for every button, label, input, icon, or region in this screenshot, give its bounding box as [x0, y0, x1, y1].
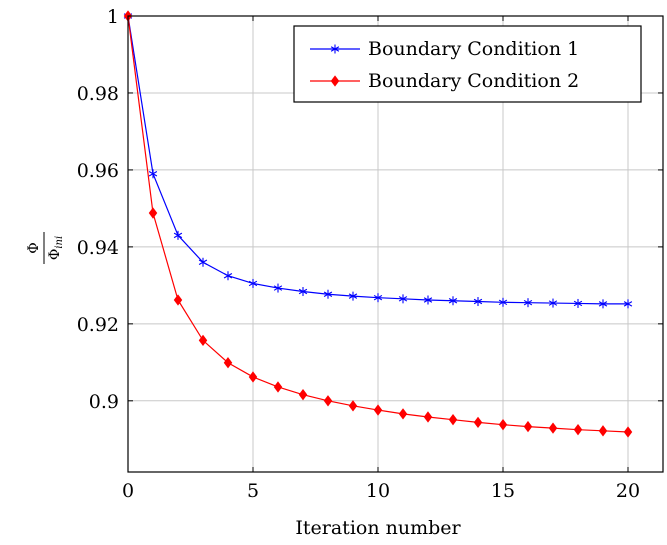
y-tick-label: 0.94 — [77, 237, 119, 259]
plot-frame — [127, 15, 664, 473]
y-label-denominator-sub: ini — [54, 236, 65, 249]
y-tick-label: 0.96 — [77, 160, 119, 182]
legend-marker-2 — [330, 75, 340, 87]
y-tick-label: 0.92 — [77, 314, 119, 336]
data-point — [523, 420, 533, 433]
data-point — [598, 299, 608, 309]
data-point — [423, 411, 433, 423]
legend: Boundary Condition 1 Boundary Condition … — [293, 25, 642, 103]
y-tick-label: 1 — [107, 6, 119, 28]
y-tick-label: 0.9 — [89, 391, 119, 413]
data-point — [298, 388, 308, 401]
data-point — [573, 424, 583, 436]
x-tick-label: 10 — [366, 480, 390, 502]
legend-marker-1 — [330, 44, 340, 54]
data-point — [248, 278, 258, 288]
x-tick-label: 5 — [247, 480, 259, 502]
legend-box — [293, 25, 642, 103]
data-point — [548, 298, 558, 308]
data-point — [523, 298, 533, 308]
data-point — [473, 297, 483, 307]
y-tick-label: 0.98 — [77, 83, 119, 105]
axis-ticks: 0 5 10 15 20 0.9 0.92 0.94 0.96 0.98 1 — [77, 6, 663, 502]
data-point — [273, 283, 283, 293]
data-point — [448, 413, 458, 426]
x-tick-label: 20 — [616, 480, 640, 502]
data-point — [598, 425, 608, 437]
legend-entry-2: Boundary Condition 2 — [310, 70, 579, 92]
x-tick-label: 15 — [491, 480, 515, 502]
data-point — [373, 293, 383, 303]
y-label-denominator-base: Φ — [47, 249, 63, 260]
data-point — [373, 404, 383, 416]
y-label-denominator: Φini — [47, 236, 65, 260]
data-point — [473, 416, 483, 429]
data-point — [148, 207, 158, 219]
data-point — [173, 230, 183, 240]
data-point — [198, 257, 208, 267]
y-label-numerator: Φ — [26, 242, 42, 253]
data-point — [548, 422, 558, 434]
legend-marker-glyph — [330, 75, 340, 87]
data-point — [248, 371, 258, 383]
legend-label-2: Boundary Condition 2 — [368, 70, 579, 92]
data-point — [348, 291, 358, 301]
data-point — [423, 295, 433, 305]
data-point — [448, 296, 458, 306]
legend-marker-glyph — [330, 44, 340, 54]
legend-entry-1: Boundary Condition 1 — [310, 38, 579, 60]
data-point — [498, 419, 508, 431]
data-point — [323, 395, 333, 407]
data-point — [623, 426, 633, 438]
data-point — [173, 294, 183, 306]
data-point — [273, 381, 283, 393]
x-axis-label: Iteration number — [295, 517, 461, 539]
data-point — [223, 271, 233, 281]
data-point — [198, 334, 208, 347]
data-point — [573, 298, 583, 308]
data-point — [298, 287, 308, 297]
data-point — [348, 400, 358, 412]
data-point — [398, 408, 408, 420]
y-axis-label: Φ Φini — [26, 232, 65, 264]
data-point — [323, 289, 333, 299]
data-point — [498, 297, 508, 307]
x-tick-label: 0 — [122, 480, 134, 502]
series-2 — [123, 10, 633, 438]
data-point — [623, 299, 633, 309]
data-point — [223, 357, 233, 369]
data-point — [148, 169, 158, 179]
data-point — [398, 294, 408, 304]
legend-label-1: Boundary Condition 1 — [368, 38, 579, 60]
